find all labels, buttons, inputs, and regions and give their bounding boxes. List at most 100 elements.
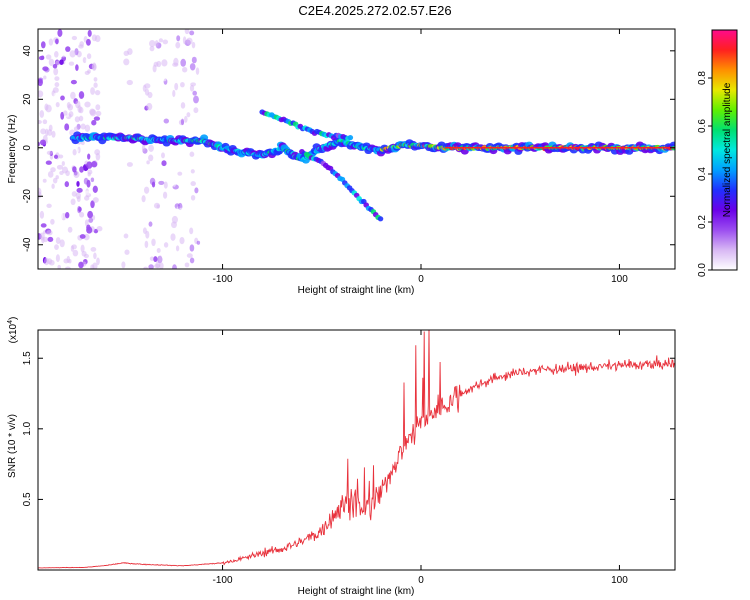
spectrogram-noise-cell: [95, 104, 101, 111]
spectrogram-noise-cell: [192, 124, 199, 132]
snr-y-ticks: 0.5 1.0 1.5: [22, 351, 675, 506]
colorbar: 0.0 0.2 0.4 0.6 0.8 Normalized spectral ampl…: [697, 29, 738, 277]
spectrogram-noise-cell: [147, 91, 153, 99]
spectrogram-noise-cell: [189, 227, 194, 235]
spectrogram-noise-cell: [90, 264, 95, 269]
spectrogram-noise-cell: [59, 59, 64, 65]
spectrogram-noise-cell: [78, 261, 84, 269]
spectrogram-noise-cell: [91, 161, 98, 168]
spectrogram-noise-cell: [48, 124, 53, 132]
spectrogram-y-tick-label: 0: [22, 145, 33, 151]
spectrogram-noise-cell: [70, 91, 76, 100]
spectrogram-noise-cell: [78, 91, 85, 99]
spectrogram-noise-cell: [42, 178, 47, 183]
spectrogram-noise-cell: [158, 255, 163, 263]
spectrogram-noise-cell: [172, 89, 176, 98]
spectrogram-noise-cell: [54, 244, 59, 251]
spectrogram-y-ticks: 40 20 0 -20 -40: [22, 45, 675, 252]
spectrogram-noise-cell: [72, 149, 77, 156]
spectrogram-noise-cell: [158, 180, 165, 185]
spectrogram-noise-cell: [194, 187, 199, 194]
spectrogram-noise-cell: [70, 79, 77, 85]
spectrogram-noise-cell: [156, 248, 161, 253]
spectrogram-noise-cell: [148, 264, 154, 269]
colorbar-tick-label: 0.6: [697, 119, 708, 133]
spectrogram-noise-cell: [92, 62, 97, 70]
spectrogram-noise-cell: [95, 110, 102, 117]
spectrogram-noise-cell: [60, 95, 65, 101]
spectrogram-noise-cell: [123, 58, 130, 66]
spectrogram-marks: [38, 29, 675, 269]
spectrogram-noise-cell: [143, 186, 150, 194]
snr-y-multiplier: (x104): [7, 317, 19, 344]
spectrogram-noise-cell: [125, 167, 131, 174]
spectrogram-noise-cell: [151, 238, 156, 247]
spectrogram-x-tick-label: 100: [611, 274, 628, 285]
spectrogram-noise-cell: [43, 75, 47, 80]
spectrogram-noise-cell: [79, 234, 86, 239]
spectrogram-noise-cell: [148, 154, 154, 162]
spectrogram-noise-cell: [163, 44, 169, 50]
spectrogram-noise-cell: [153, 256, 158, 263]
spectrogram-noise-cell: [39, 139, 47, 146]
spectrogram-noise-cell: [67, 226, 73, 233]
spectrogram-noise-cell: [189, 84, 195, 92]
colorbar-gradient: [712, 30, 737, 270]
spectrogram-noise-cell: [159, 174, 166, 181]
spectrogram-noise-cell: [191, 41, 196, 49]
spectrogram-noise-cell: [176, 35, 181, 42]
spectrogram-noise-cell: [46, 229, 53, 236]
spectrogram-noise-cell: [124, 249, 130, 255]
chart-title: C2E4.2025.272.02.57.E26: [298, 3, 451, 18]
spectrogram-noise-cell: [184, 115, 188, 123]
spectrogram-noise-cell: [163, 242, 169, 248]
spectrogram-noise-cell: [144, 240, 149, 249]
spectrogram-noise-cell: [196, 240, 201, 245]
spectrogram-noise-cell: [149, 177, 156, 186]
spectrogram-noise-cell: [84, 101, 91, 108]
spectrogram-noise-cell: [190, 181, 196, 187]
spectrogram-y-tick-label: -40: [22, 237, 33, 252]
spectrogram-noise-cell: [171, 215, 178, 224]
spectrogram-noise-cell: [60, 53, 67, 58]
snr-x-ticks: -100 0 100: [213, 330, 628, 586]
snr-series-line: [38, 330, 675, 569]
colorbar-tick-label: 0.4: [697, 167, 708, 181]
spectrogram-noise-cell: [39, 110, 45, 118]
snr-y-tick-label: 1.0: [22, 421, 33, 435]
spectrogram-noise-cell: [190, 169, 195, 174]
spectrogram-branch-cell: [347, 135, 354, 141]
spectrogram-noise-cell: [126, 79, 133, 86]
spectrogram-branch-cell: [377, 216, 384, 222]
spectrogram-noise-cell: [189, 30, 195, 36]
snr-x-tick-label: 0: [418, 575, 424, 586]
spectrogram-noise-cell: [96, 257, 100, 266]
spectrogram-noise-cell: [174, 82, 179, 91]
spectrogram-noise-cell: [65, 211, 70, 219]
spectrogram-noise-cell: [141, 144, 146, 152]
spectrogram-noise-cell: [161, 160, 167, 167]
spectrogram-noise-cell: [38, 77, 44, 82]
spectrogram-noise-cell: [149, 39, 156, 48]
spectrogram-noise-cell: [53, 67, 59, 76]
spectrogram-noise-cell: [84, 195, 90, 201]
spectrogram-noise-cell: [93, 77, 98, 82]
colorbar-tick-label: 0.8: [697, 71, 708, 85]
spectrogram-noise-cell: [63, 110, 68, 116]
spectrogram-x-ticks: -100 0 100: [213, 29, 628, 285]
snr-multiplier-close: ): [8, 317, 19, 320]
snr-y-tick-label: 1.5: [22, 351, 33, 365]
spectrogram-noise-cell: [162, 39, 169, 45]
spectrogram-noise-cell: [50, 167, 56, 173]
spectrogram-noise-cell: [85, 38, 91, 46]
spectrogram-noise-cell: [177, 171, 183, 176]
spectrogram-noise-cell: [85, 58, 91, 64]
spectrogram-noise-cell: [190, 47, 195, 54]
spectrogram-noise-cell: [175, 245, 180, 252]
spectrogram-y-tick-label: 40: [22, 45, 33, 57]
spectrogram-noise-cell: [159, 238, 166, 245]
spectrogram-noise-cell: [52, 63, 58, 69]
spectrogram-noise-cell: [79, 211, 85, 218]
spectrogram-noise-cell: [40, 128, 47, 135]
spectrogram-noise-cell: [189, 244, 195, 252]
